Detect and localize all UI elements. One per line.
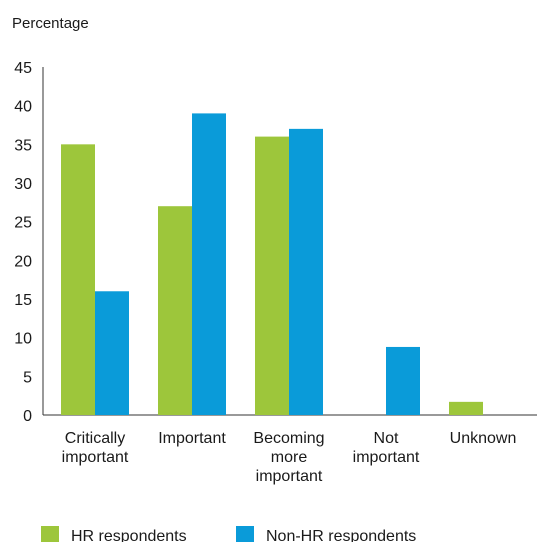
y-tick-label: 15 [14, 292, 32, 309]
bar-hr-2 [255, 136, 289, 415]
y-tick-label: 40 [14, 99, 32, 116]
legend-swatch-0 [41, 526, 59, 544]
legend-label-0: HR respondents [71, 528, 187, 542]
y-axis-label: Percentage [12, 15, 89, 32]
y-tick-label: 20 [14, 253, 32, 270]
category-labels: Critically important Important Becoming more… [62, 430, 517, 485]
category-label-line: important [256, 468, 323, 485]
category-label-line: Not [374, 430, 399, 447]
y-tick-label: 5 [23, 369, 32, 386]
category-label: Critically important [62, 430, 129, 466]
y-tick-label: 30 [14, 176, 32, 193]
y-tick-label: 25 [14, 215, 32, 232]
category-label: Becoming more important [253, 430, 324, 485]
category-label-line: Unknown [450, 430, 517, 447]
category-label-line: Becoming [253, 430, 324, 447]
bar-hr-1 [158, 206, 192, 415]
bar-hr-0 [61, 144, 95, 416]
bar-hr-4 [449, 401, 483, 415]
bars [61, 113, 483, 416]
y-tick-label: 35 [14, 137, 32, 154]
bar-non-hr-0 [95, 291, 129, 415]
legend-label-1: Non-HR respondents [266, 528, 416, 542]
category-label-line: important [353, 449, 420, 466]
bar-non-hr-3 [386, 346, 420, 415]
category-label: Not important [353, 430, 420, 466]
y-tick-label: 0 [23, 408, 32, 425]
category-label: Important [158, 430, 226, 447]
y-tick-label: 10 [14, 331, 32, 348]
category-label-line: Important [158, 430, 226, 447]
legend-swatch-1 [236, 526, 254, 544]
category-label-line: Critically [65, 430, 125, 447]
category-label-line: important [62, 449, 129, 466]
bar-non-hr-1 [192, 113, 226, 416]
category-label: Unknown [450, 430, 517, 447]
y-ticks: 0 5 10 15 20 25 30 35 40 45 [14, 60, 32, 425]
y-tick-label: 45 [14, 60, 32, 77]
category-label-line: more [271, 449, 308, 466]
legend: HR respondents Non-HR respondents [41, 526, 416, 545]
bar-non-hr-2 [289, 128, 323, 415]
